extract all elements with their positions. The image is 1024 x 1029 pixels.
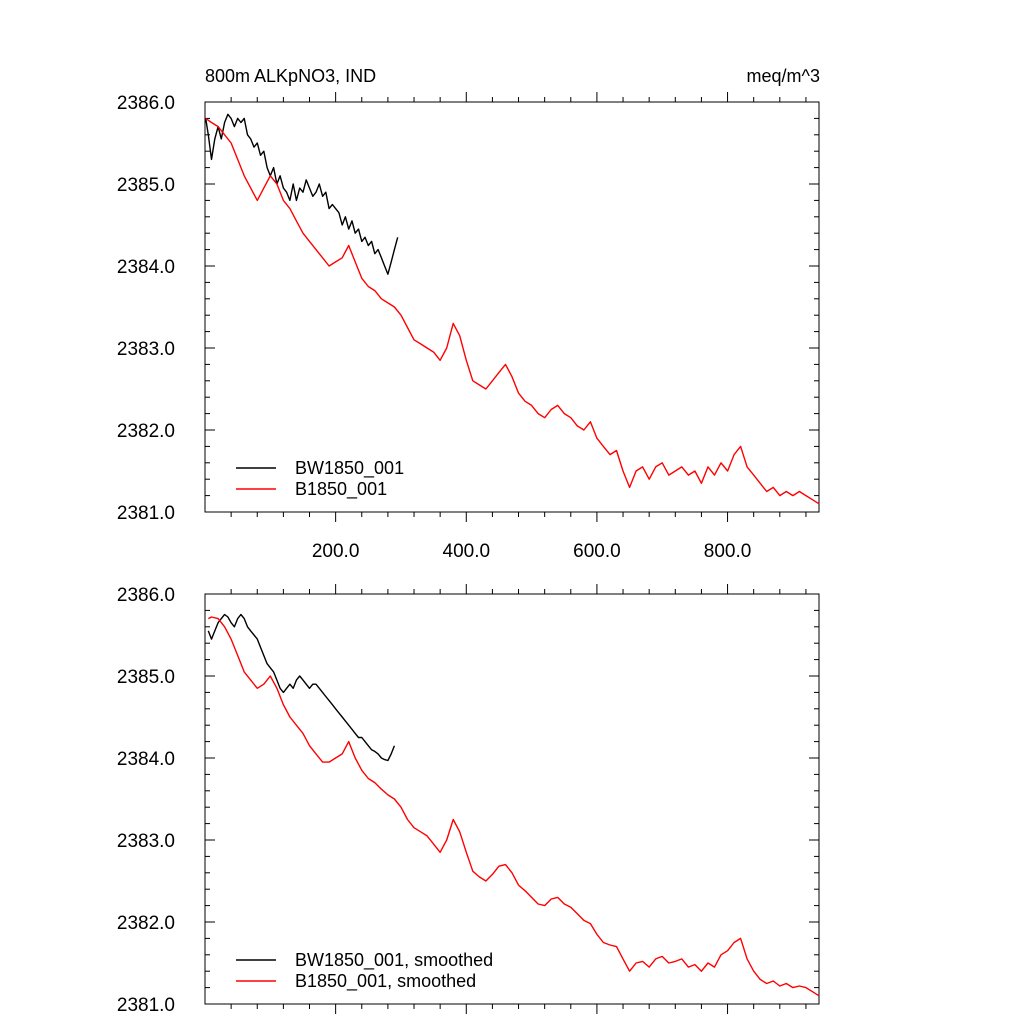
x-tick-label: 600.0	[573, 541, 621, 562]
series-lines	[205, 113, 820, 505]
series-line	[205, 117, 820, 505]
axis-ticks	[205, 92, 819, 522]
y-tick-label: 2381.0	[117, 995, 175, 1016]
legend-label: BW1850_001, smoothed	[295, 950, 493, 971]
chart-units: meq/m^3	[747, 66, 820, 86]
y-tick-label: 2386.0	[117, 93, 175, 114]
chart-title: 800m ALKpNO3, IND	[205, 66, 376, 86]
x-tick-labels: 200.0 400.0 600.0 800.0	[312, 541, 751, 562]
y-tick-label: 2382.0	[117, 913, 175, 934]
y-tick-label: 2383.0	[117, 831, 175, 852]
series-line	[205, 113, 399, 275]
x-tick-label: 400.0	[443, 541, 491, 562]
y-tick-label: 2383.0	[117, 339, 175, 360]
plot-frame	[204, 593, 820, 1005]
legend-label: B1850_001, smoothed	[295, 971, 476, 992]
top-panel: 800m ALKpNO3, IND meq/m^3 2381.02382.023…	[117, 66, 820, 562]
x-tick-label: 200.0	[312, 541, 360, 562]
series-lines	[207, 613, 820, 997]
legend-label: B1850_001	[295, 479, 387, 500]
plot-frame	[204, 101, 820, 513]
y-tick-label: 2382.0	[117, 421, 175, 442]
y-tick-label: 2381.0	[117, 503, 175, 524]
y-tick-label: 2384.0	[117, 257, 175, 278]
y-tick-label: 2385.0	[117, 667, 175, 688]
y-tick-label: 2386.0	[117, 585, 175, 606]
y-tick-labels: 2381.0 2382.0 2383.0 2384.0 2385.0 2386.0	[117, 585, 175, 1016]
x-tick-label: 800.0	[704, 541, 752, 562]
bottom-panel: 2381.0 2382.0 2383.0 2384.0 2385.0 2386.0 BW1…	[117, 584, 820, 1016]
series-line	[207, 616, 820, 997]
axis-ticks	[205, 584, 819, 1014]
series-line	[207, 613, 396, 762]
legend-label: BW1850_001	[295, 458, 404, 479]
y-tick-label: 2384.0	[117, 749, 175, 770]
y-tick-label: 2385.0	[117, 175, 175, 196]
y-tick-labels: 2381.0 2382.0 2383.0 2384.0 2385.0 2386.0	[117, 93, 175, 524]
